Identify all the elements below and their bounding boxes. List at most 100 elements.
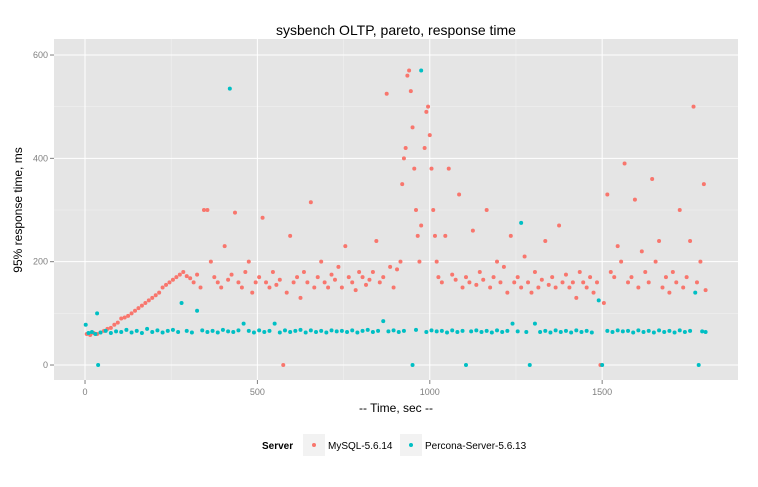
data-point-mysql — [577, 270, 582, 275]
data-point-mysql — [191, 280, 196, 285]
data-point-mysql — [470, 228, 475, 233]
data-point-mysql — [408, 89, 413, 94]
data-point-mysql — [632, 197, 637, 202]
data-point-mysql — [395, 267, 400, 272]
data-point-mysql — [400, 182, 405, 187]
legend-label-percona: Percona-Server-5.6.13 — [425, 441, 527, 452]
data-point-percona — [314, 329, 319, 334]
data-point-mysql — [343, 244, 348, 249]
data-point-percona — [205, 329, 210, 334]
y-tick-label: 0 — [43, 360, 48, 370]
data-point-mysql — [512, 280, 517, 285]
data-point-mysql — [436, 275, 441, 280]
data-point-percona — [288, 329, 293, 334]
data-point-mysql — [153, 293, 158, 298]
data-point-mysql — [136, 306, 141, 311]
data-point-mysql — [170, 277, 175, 282]
data-point-mysql — [495, 259, 500, 264]
data-point-percona — [339, 328, 344, 333]
data-point-percona — [600, 363, 605, 368]
data-point-mysql — [336, 264, 341, 269]
data-point-mysql — [198, 285, 203, 290]
data-point-mysql — [215, 280, 220, 285]
data-point-percona — [150, 329, 155, 334]
data-point-percona — [474, 328, 479, 333]
data-point-mysql — [374, 239, 379, 244]
data-point-mysql — [446, 166, 451, 171]
data-point-percona — [688, 328, 693, 333]
data-point-mysql — [226, 277, 231, 282]
data-point-mysql — [143, 301, 148, 306]
data-point-percona — [579, 329, 584, 334]
data-point-mysql — [243, 270, 248, 275]
legend-marker-percona — [409, 443, 413, 447]
data-point-percona — [484, 328, 489, 333]
data-point-mysql — [574, 295, 579, 300]
data-point-mysql — [184, 274, 189, 279]
data-point-percona — [360, 328, 365, 333]
data-point-mysql — [550, 275, 555, 280]
data-point-mysql — [298, 295, 303, 300]
data-point-mysql — [219, 285, 224, 290]
data-point-percona — [636, 328, 641, 333]
data-point-percona — [410, 363, 415, 368]
data-point-mysql — [460, 285, 465, 290]
data-point-mysql — [126, 313, 131, 318]
data-point-mysql — [267, 285, 272, 290]
data-point-mysql — [350, 280, 355, 285]
data-point-percona — [703, 329, 708, 334]
legend: Server MySQL-5.6.14 Percona-Server-5.6.1… — [262, 434, 527, 456]
data-point-mysql — [360, 275, 365, 280]
data-point-mysql — [463, 275, 468, 280]
data-point-percona — [439, 328, 444, 333]
data-point-percona — [641, 329, 646, 334]
data-point-percona — [210, 328, 215, 333]
data-point-mysql — [570, 280, 575, 285]
data-point-percona — [434, 329, 439, 334]
data-point-mysql — [581, 280, 586, 285]
chart-title: sysbench OLTP, pareto, response time — [276, 22, 516, 38]
data-point-percona — [700, 329, 705, 334]
data-point-mysql — [608, 270, 613, 275]
data-point-percona — [334, 329, 339, 334]
data-point-percona — [589, 330, 594, 335]
data-point-mysql — [670, 270, 675, 275]
data-point-percona — [538, 329, 543, 334]
data-point-mysql — [222, 244, 227, 249]
data-point-mysql — [115, 320, 120, 325]
data-point-percona — [176, 329, 181, 334]
data-point-mysql — [401, 156, 406, 161]
data-point-percona — [108, 330, 113, 335]
data-point-percona — [515, 329, 520, 334]
data-point-mysql — [660, 285, 665, 290]
points — [83, 68, 708, 368]
data-point-percona — [682, 329, 687, 334]
data-point-mysql — [388, 264, 393, 269]
data-point-percona — [324, 330, 329, 335]
data-point-mysql — [312, 285, 317, 290]
data-point-mysql — [508, 233, 513, 238]
data-point-percona — [553, 328, 558, 333]
data-point-percona — [83, 322, 88, 327]
data-point-percona — [319, 328, 324, 333]
data-point-mysql — [277, 277, 282, 282]
y-tick-label: 200 — [33, 257, 48, 267]
data-point-mysql — [260, 215, 265, 220]
data-point-percona — [596, 298, 601, 303]
data-point-mysql — [229, 272, 234, 277]
data-point-mysql — [474, 282, 479, 287]
data-point-percona — [272, 321, 277, 326]
data-point-percona — [479, 329, 484, 334]
data-point-mysql — [584, 285, 589, 290]
data-point-mysql — [688, 239, 693, 244]
data-point-percona — [200, 328, 205, 333]
data-point-percona — [574, 328, 579, 333]
data-point-percona — [98, 330, 103, 335]
data-point-mysql — [594, 280, 599, 285]
data-point-mysql — [427, 133, 432, 138]
data-point-percona — [419, 68, 424, 73]
data-point-mysql — [205, 208, 210, 213]
data-point-mysql — [681, 285, 686, 290]
data-point-percona — [298, 327, 303, 332]
